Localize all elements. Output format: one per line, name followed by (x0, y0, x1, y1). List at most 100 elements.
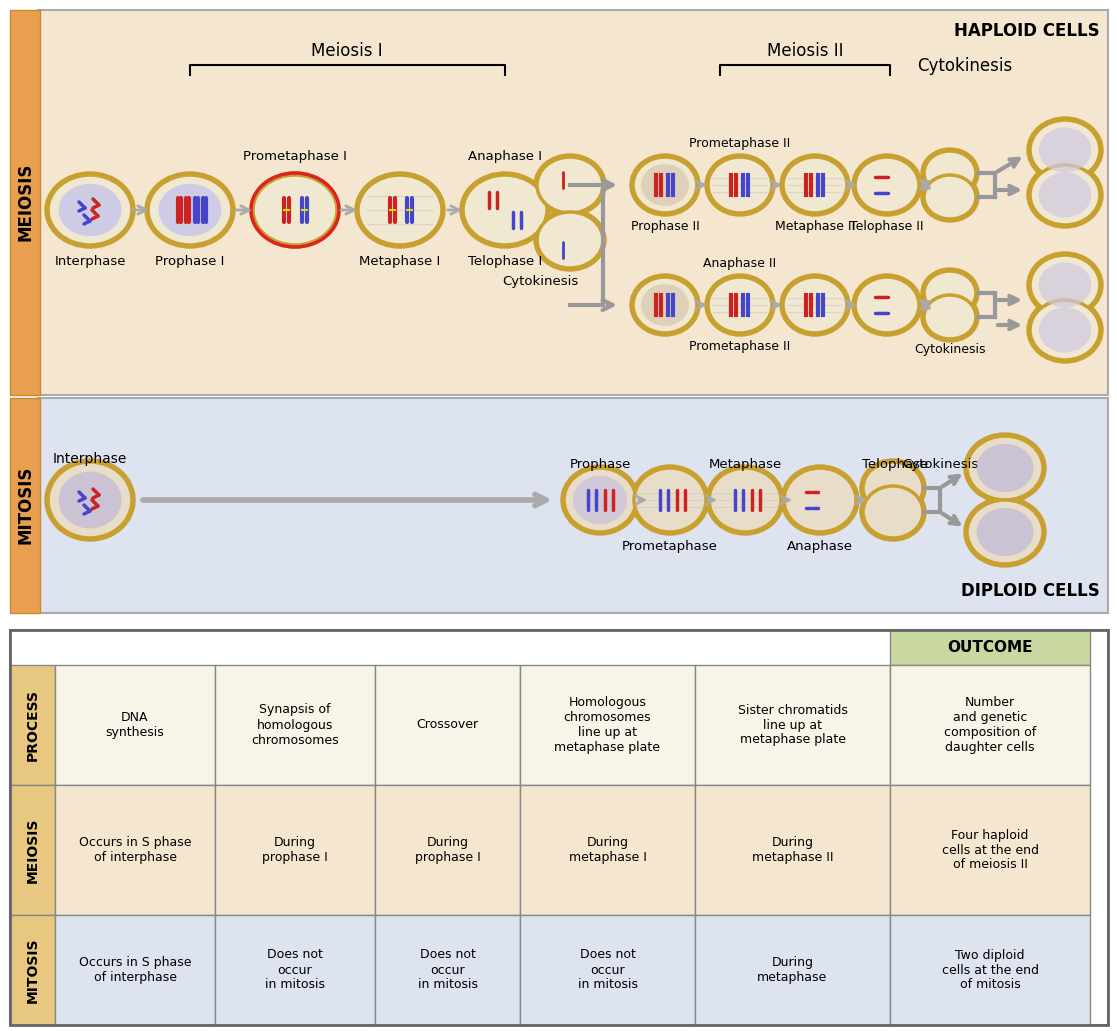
Text: Occurs in S phase
of interphase: Occurs in S phase of interphase (79, 956, 191, 984)
Text: PROCESS: PROCESS (26, 689, 39, 761)
Ellipse shape (922, 172, 978, 222)
Ellipse shape (1027, 117, 1102, 182)
Text: HAPLOID CELLS: HAPLOID CELLS (954, 22, 1100, 40)
Ellipse shape (1030, 300, 1100, 360)
Text: MITOSIS: MITOSIS (16, 466, 34, 544)
Text: During
metaphase: During metaphase (757, 956, 828, 984)
Ellipse shape (641, 164, 689, 206)
Bar (10, 630, 1108, 1025)
Ellipse shape (252, 175, 337, 245)
Text: During
prophase I: During prophase I (414, 836, 480, 864)
Bar (521, 665, 695, 785)
Bar (10, 10, 40, 395)
Ellipse shape (464, 175, 547, 245)
Ellipse shape (784, 468, 856, 532)
Bar (890, 630, 1090, 665)
Ellipse shape (48, 462, 132, 538)
Ellipse shape (631, 465, 709, 535)
Ellipse shape (852, 274, 922, 336)
Ellipse shape (1027, 252, 1102, 318)
Ellipse shape (355, 172, 445, 248)
Ellipse shape (48, 175, 132, 245)
Ellipse shape (783, 157, 847, 213)
Ellipse shape (922, 148, 978, 198)
Bar (214, 785, 375, 914)
Text: Interphase: Interphase (55, 255, 126, 268)
Text: DIPLOID CELLS: DIPLOID CELLS (962, 583, 1100, 600)
Text: MITOSIS: MITOSIS (26, 937, 39, 1003)
Ellipse shape (1039, 172, 1091, 218)
Ellipse shape (780, 274, 850, 336)
Ellipse shape (534, 154, 607, 217)
Bar (55, 785, 214, 914)
Text: During
metaphase II: During metaphase II (752, 836, 833, 864)
Ellipse shape (633, 277, 697, 333)
Ellipse shape (976, 444, 1033, 492)
Ellipse shape (1039, 128, 1091, 172)
Ellipse shape (250, 172, 340, 248)
Ellipse shape (1027, 297, 1102, 363)
Ellipse shape (924, 175, 976, 219)
Text: Metaphase II: Metaphase II (775, 220, 855, 233)
Text: Prometaphase I: Prometaphase I (244, 149, 347, 163)
Text: Prometaphase II: Prometaphase II (689, 137, 791, 149)
Ellipse shape (1030, 255, 1100, 315)
Ellipse shape (860, 483, 926, 541)
Text: Cytokinesis: Cytokinesis (917, 57, 1013, 75)
Text: Telophase I: Telophase I (468, 255, 542, 268)
Text: Prometaphase: Prometaphase (622, 540, 718, 553)
Ellipse shape (783, 277, 847, 333)
Ellipse shape (573, 476, 627, 524)
Ellipse shape (58, 184, 122, 236)
Bar (214, 914, 375, 1025)
Bar (375, 785, 521, 914)
Text: Does not
occur
in mitosis: Does not occur in mitosis (265, 949, 325, 992)
Bar (695, 665, 890, 785)
Ellipse shape (967, 500, 1043, 564)
Ellipse shape (781, 465, 859, 535)
Text: Anaphase I: Anaphase I (468, 149, 542, 163)
Text: Telophase II: Telophase II (850, 220, 924, 233)
Text: Metaphase I: Metaphase I (360, 255, 440, 268)
Ellipse shape (1027, 162, 1102, 228)
Text: Metaphase: Metaphase (708, 458, 782, 471)
Ellipse shape (964, 433, 1046, 503)
Bar (890, 785, 1090, 914)
Bar (890, 914, 1090, 1025)
Ellipse shape (852, 154, 922, 217)
Text: Synapsis of
homologous
chromosomes: Synapsis of homologous chromosomes (251, 703, 338, 746)
Ellipse shape (45, 459, 135, 541)
Ellipse shape (924, 295, 976, 339)
Ellipse shape (1039, 307, 1091, 353)
Text: Prophase: Prophase (570, 458, 631, 471)
Bar (38, 10, 1108, 395)
Ellipse shape (641, 284, 689, 326)
Text: Homologous
chromosomes
line up at
metaphase plate: Homologous chromosomes line up at metaph… (554, 696, 660, 754)
Bar (10, 398, 40, 613)
Bar (10, 914, 55, 1025)
Ellipse shape (633, 157, 697, 213)
Ellipse shape (460, 172, 550, 248)
Ellipse shape (976, 508, 1033, 556)
Text: Anaphase II: Anaphase II (704, 257, 776, 270)
Bar (10, 785, 55, 914)
Bar (695, 785, 890, 914)
Ellipse shape (708, 157, 772, 213)
Bar (375, 665, 521, 785)
Text: Cytokinesis: Cytokinesis (502, 275, 579, 288)
Bar (521, 914, 695, 1025)
Bar (375, 914, 521, 1025)
Text: Meiosis I: Meiosis I (312, 42, 383, 60)
Text: During
metaphase I: During metaphase I (569, 836, 647, 864)
Text: Prometaphase II: Prometaphase II (689, 340, 791, 353)
Text: Occurs in S phase
of interphase: Occurs in S phase of interphase (79, 836, 191, 864)
Ellipse shape (537, 212, 603, 268)
Ellipse shape (863, 486, 923, 538)
Bar (10, 665, 55, 785)
Ellipse shape (967, 436, 1043, 500)
Ellipse shape (855, 277, 919, 333)
Text: Does not
occur
in mitosis: Does not occur in mitosis (418, 949, 477, 992)
Ellipse shape (564, 468, 636, 532)
Ellipse shape (1030, 120, 1100, 180)
Text: Sister chromatids
line up at
metaphase plate: Sister chromatids line up at metaphase p… (737, 703, 848, 746)
